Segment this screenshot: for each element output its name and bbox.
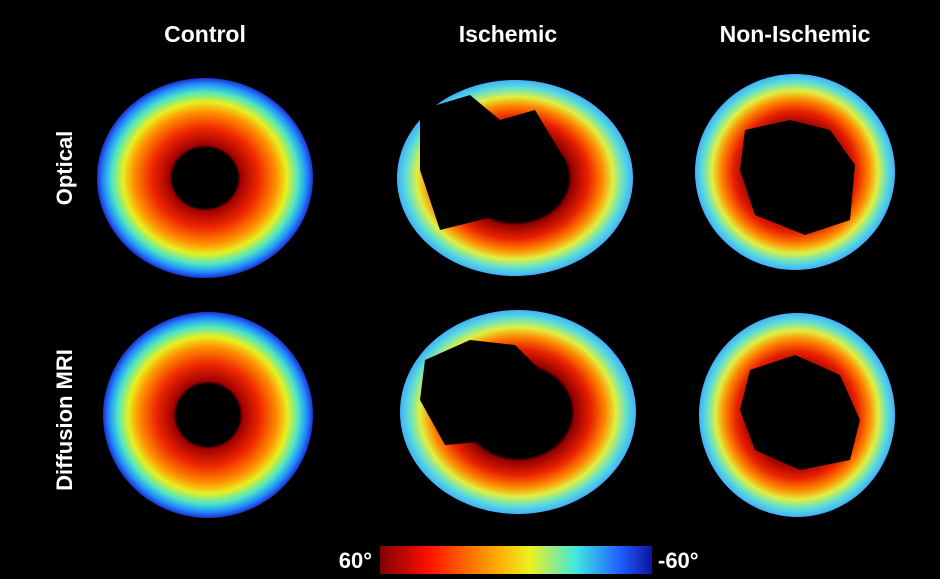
non-ischemic-optical-map — [695, 74, 895, 270]
colorbar-min-label: -60° — [658, 548, 699, 573]
column-header: Ischemic — [459, 21, 558, 47]
row-label: Diffusion MRI — [52, 349, 77, 491]
control-optical-map — [97, 78, 313, 278]
colorbar — [380, 546, 652, 574]
non-ischemic-mri-map — [699, 313, 895, 517]
column-header: Control — [164, 21, 246, 47]
column-header: Non-Ischemic — [720, 21, 871, 47]
colorbar-max-label: 60° — [339, 548, 372, 573]
row-label: Optical — [52, 131, 77, 206]
ischemic-optical-map — [397, 80, 633, 276]
figure: Control Ischemic Non-Ischemic Optical Di… — [0, 0, 948, 579]
control-mri-map — [103, 312, 313, 518]
ischemic-mri-map — [400, 310, 636, 514]
